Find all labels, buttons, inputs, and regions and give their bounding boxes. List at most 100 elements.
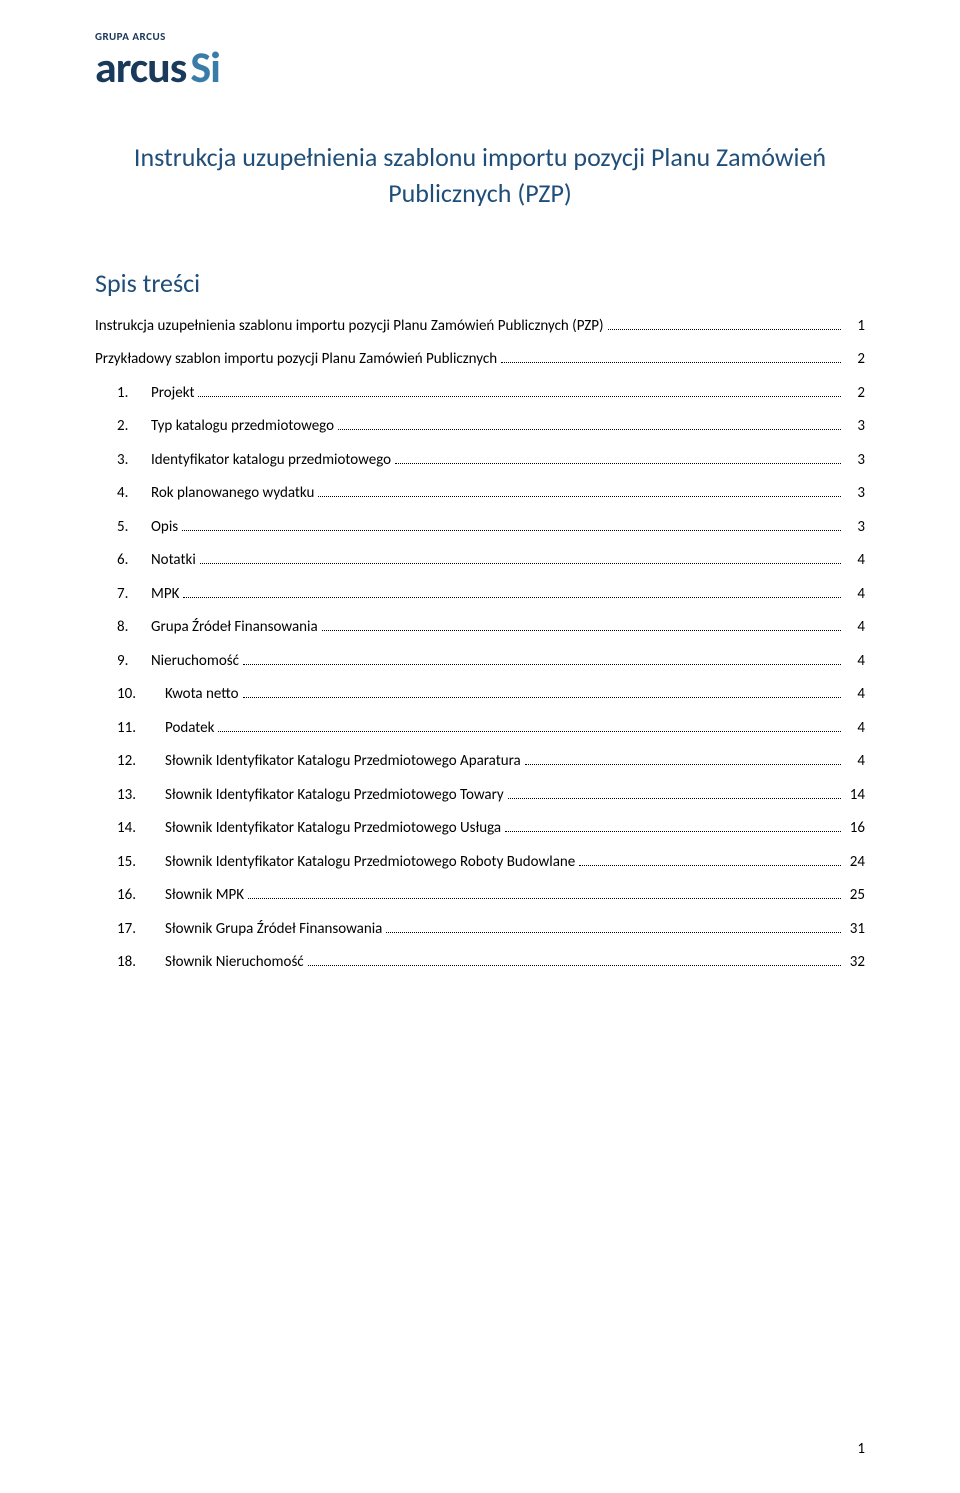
toc-item-number: 3. [117, 451, 151, 471]
toc-item-page: 24 [845, 853, 865, 873]
toc-list: Instrukcja uzupełnienia szablonu importu… [95, 317, 865, 973]
toc-item-page: 4 [845, 719, 865, 739]
toc-item-label: Nieruchomość [151, 652, 239, 672]
toc-item[interactable]: Instrukcja uzupełnienia szablonu importu… [95, 317, 865, 337]
toc-item-label: Instrukcja uzupełnienia szablonu importu… [95, 317, 604, 337]
toc-item[interactable]: 9.Nieruchomość 4 [95, 652, 865, 672]
toc-item-label: Grupa Źródeł Finansowania [151, 618, 318, 638]
toc-item-number: 13. [117, 786, 165, 806]
toc-dots [182, 530, 841, 531]
toc-item[interactable]: 16.Słownik MPK 25 [95, 886, 865, 906]
toc-item-page: 4 [845, 585, 865, 605]
toc-item-page: 1 [845, 317, 865, 337]
toc-item-number: 4. [117, 484, 151, 504]
toc-item-number: 11. [117, 719, 165, 739]
toc-dots [395, 463, 841, 464]
toc-item-page: 25 [845, 886, 865, 906]
toc-dots [183, 597, 841, 598]
toc-item[interactable]: 11.Podatek 4 [95, 719, 865, 739]
toc-item[interactable]: 18.Słownik Nieruchomość 32 [95, 953, 865, 973]
toc-item-page: 3 [845, 451, 865, 471]
toc-item-label: Identyfikator katalogu przedmiotowego [151, 451, 391, 471]
logo-main: arcus Si [95, 45, 865, 89]
toc-dots [243, 664, 841, 665]
toc-item-page: 31 [845, 920, 865, 940]
toc-dots [248, 898, 841, 899]
toc-item[interactable]: Przykładowy szablon importu pozycji Plan… [95, 350, 865, 370]
toc-item-page: 2 [845, 384, 865, 404]
toc-item-number: 8. [117, 618, 151, 638]
toc-item[interactable]: 8.Grupa Źródeł Finansowania 4 [95, 618, 865, 638]
toc-item-page: 3 [845, 417, 865, 437]
toc-item-page: 2 [845, 350, 865, 370]
toc-item[interactable]: 3.Identyfikator katalogu przedmiotowego 3 [95, 451, 865, 471]
toc-item[interactable]: 5.Opis 3 [95, 518, 865, 538]
toc-dots [501, 362, 841, 363]
toc-item-label: Słownik Identyfikator Katalogu Przedmiot… [165, 819, 501, 839]
toc-item-label: Przykładowy szablon importu pozycji Plan… [95, 350, 497, 370]
toc-item-label: Podatek [165, 719, 214, 739]
toc-item[interactable]: 1.Projekt 2 [95, 384, 865, 404]
toc-item-page: 32 [845, 953, 865, 973]
toc-item-number: 2. [117, 417, 151, 437]
toc-item-label: Słownik Nieruchomość [165, 953, 304, 973]
toc-item-label: Słownik Grupa Źródeł Finansowania [165, 920, 382, 940]
toc-dots [338, 429, 841, 430]
toc-item-label: Opis [151, 518, 178, 538]
toc-item-page: 4 [845, 618, 865, 638]
toc-item[interactable]: 17.Słownik Grupa Źródeł Finansowania 31 [95, 920, 865, 940]
toc-item-number: 1. [117, 384, 151, 404]
toc-dots [386, 932, 841, 933]
toc-item-number: 5. [117, 518, 151, 538]
toc-item[interactable]: 6.Notatki4 [95, 551, 865, 571]
toc-dots [579, 865, 841, 866]
logo: GRUPA ARCUS arcus Si [95, 30, 865, 89]
toc-dots [308, 965, 841, 966]
toc-item-number: 16. [117, 886, 165, 906]
toc-item-number: 17. [117, 920, 165, 940]
logo-si-text: Si [190, 45, 220, 89]
toc-item-page: 4 [845, 652, 865, 672]
toc-item-label: Słownik Identyfikator Katalogu Przedmiot… [165, 752, 521, 772]
toc-dots [200, 563, 841, 564]
toc-item-label: Kwota netto [165, 685, 239, 705]
toc-item[interactable]: 2.Typ katalogu przedmiotowego 3 [95, 417, 865, 437]
toc-item-label: Typ katalogu przedmiotowego [151, 417, 334, 437]
document-page: GRUPA ARCUS arcus Si Instrukcja uzupełni… [0, 0, 960, 1027]
toc-item[interactable]: 12.Słownik Identyfikator Katalogu Przedm… [95, 752, 865, 772]
toc-item-number: 12. [117, 752, 165, 772]
toc-heading: Spis treści [95, 267, 865, 299]
toc-item[interactable]: 14.Słownik Identyfikator Katalogu Przedm… [95, 819, 865, 839]
toc-item-page: 3 [845, 518, 865, 538]
toc-dots [525, 764, 841, 765]
toc-item-number: 15. [117, 853, 165, 873]
toc-dots [218, 731, 841, 732]
toc-item[interactable]: 13.Słownik Identyfikator Katalogu Przedm… [95, 786, 865, 806]
toc-item-number: 10. [117, 685, 165, 705]
logo-arcus-text: arcus [95, 45, 186, 89]
toc-dots [608, 329, 841, 330]
toc-item-page: 4 [845, 551, 865, 571]
toc-item-label: Słownik Identyfikator Katalogu Przedmiot… [165, 853, 575, 873]
toc-item-page: 3 [845, 484, 865, 504]
toc-item-label: Słownik Identyfikator Katalogu Przedmiot… [165, 786, 504, 806]
toc-item-page: 4 [845, 685, 865, 705]
toc-item-label: Notatki [151, 551, 196, 571]
document-title: Instrukcja uzupełnienia szablonu importu… [115, 139, 845, 212]
toc-item-number: 9. [117, 652, 151, 672]
toc-item-number: 18. [117, 953, 165, 973]
toc-item[interactable]: 7.MPK4 [95, 585, 865, 605]
toc-item-label: Projekt [151, 384, 194, 404]
toc-dots [505, 831, 841, 832]
toc-item-page: 14 [845, 786, 865, 806]
toc-dots [508, 798, 841, 799]
toc-dots [243, 697, 841, 698]
toc-item[interactable]: 4.Rok planowanego wydatku 3 [95, 484, 865, 504]
toc-item-label: Słownik MPK [165, 886, 244, 906]
toc-item[interactable]: 15.Słownik Identyfikator Katalogu Przedm… [95, 853, 865, 873]
toc-item-label: Rok planowanego wydatku [151, 484, 314, 504]
toc-dots [318, 496, 841, 497]
toc-item-page: 4 [845, 752, 865, 772]
toc-item-page: 16 [845, 819, 865, 839]
toc-item[interactable]: 10.Kwota netto 4 [95, 685, 865, 705]
